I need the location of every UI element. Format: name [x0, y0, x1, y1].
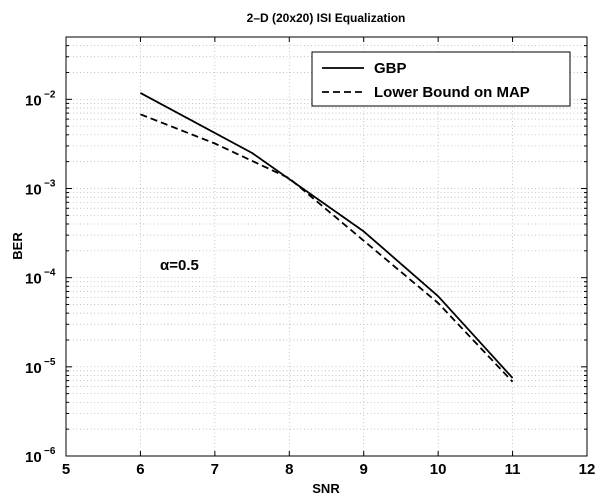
- y-tick-exponent: −5: [44, 357, 56, 368]
- x-tick-label: 11: [505, 461, 521, 478]
- y-axis-label: BER: [10, 232, 25, 260]
- y-tick-exponent: −6: [44, 446, 56, 457]
- x-tick-label: 12: [579, 461, 596, 478]
- y-tick-label: 10: [25, 449, 42, 466]
- y-tick-exponent: −3: [44, 178, 56, 189]
- y-tick-label: 10: [25, 360, 42, 377]
- x-axis-label: SNR: [312, 481, 340, 496]
- series-line-gbp: [139, 92, 514, 379]
- x-tick-label: 10: [430, 461, 447, 478]
- x-tick-label: 8: [285, 461, 293, 478]
- y-tick-label: 10: [25, 271, 42, 288]
- series-line-map-lower-bound: [140, 113, 514, 383]
- alpha-annotation: α=0.5: [160, 257, 199, 274]
- legend: GBP Lower Bound on MAP: [311, 51, 571, 107]
- x-tick-label: 6: [136, 461, 144, 478]
- series-layer: [139, 92, 514, 383]
- y-tick-exponent: −4: [44, 268, 56, 279]
- chart-title: 2–D (20x20) ISI Equalization: [247, 11, 406, 25]
- x-tick-label: 7: [211, 461, 219, 478]
- y-tick-label: 10: [25, 181, 42, 198]
- x-tick-label: 9: [360, 461, 368, 478]
- y-tick-label: 10: [25, 92, 42, 109]
- legend-label: Lower Bound on MAP: [374, 84, 530, 101]
- y-tick-exponent: −2: [44, 89, 56, 100]
- plot-frame: [65, 36, 588, 457]
- legend-label: GBP: [374, 60, 407, 77]
- x-tick-label: 5: [62, 461, 70, 478]
- legend-box: [311, 51, 571, 107]
